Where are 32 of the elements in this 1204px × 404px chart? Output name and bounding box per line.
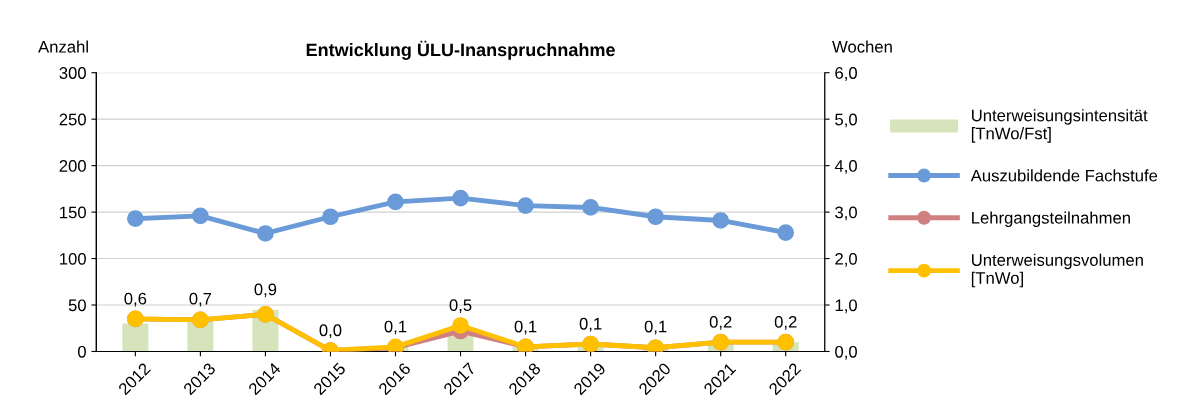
data-label: 0,1 [384,320,407,335]
legend-label: Unterweisungsvolumen [TnWo] [971,253,1143,288]
y-tick-label: 0 [77,345,86,358]
legend-label: Unterweisungsintensität [TnWo/Fst] [971,109,1148,143]
y-tick-label: 100 [60,252,86,265]
data-label: 0,0 [319,324,342,339]
y-tick-label: 50 [68,299,86,312]
legend-label: Lehrgangsteilnahmen [972,211,1130,228]
y-axis-title: Anzahl [38,40,88,53]
y2-tick-label: 6,0 [835,67,857,81]
chart-title: Entwicklung ÜLU-Inanspruchnahme [306,40,615,60]
data-label: 0,6 [124,292,147,307]
y-tick-label: 150 [60,206,86,219]
y2-axis-title: Wochen [832,40,892,53]
data-label: 0,2 [709,315,732,330]
y-tick-label: 200 [59,160,86,172]
data-label: 0,9 [254,283,277,298]
data-label: 0,7 [189,292,212,307]
y2-tick-label: 0,0 [835,345,857,360]
data-label: 0,5 [449,299,472,314]
data-label: 0,2 [774,315,797,330]
y2-tick-label: 1,0 [835,299,857,314]
data-label: 0,1 [514,320,537,335]
y2-tick-label: 3,0 [835,206,857,221]
y-tick-label: 250 [59,113,86,126]
data-label: 0,1 [579,317,602,332]
data-label: 0,1 [644,320,667,335]
legend-label: Auszubildende Fachstufe [970,169,1158,182]
y2-tick-label: 5,0 [835,113,857,128]
y2-tick-label: 4,0 [834,160,857,174]
y2-tick-label: 2,0 [835,252,857,267]
y-tick-label: 300 [59,67,86,79]
